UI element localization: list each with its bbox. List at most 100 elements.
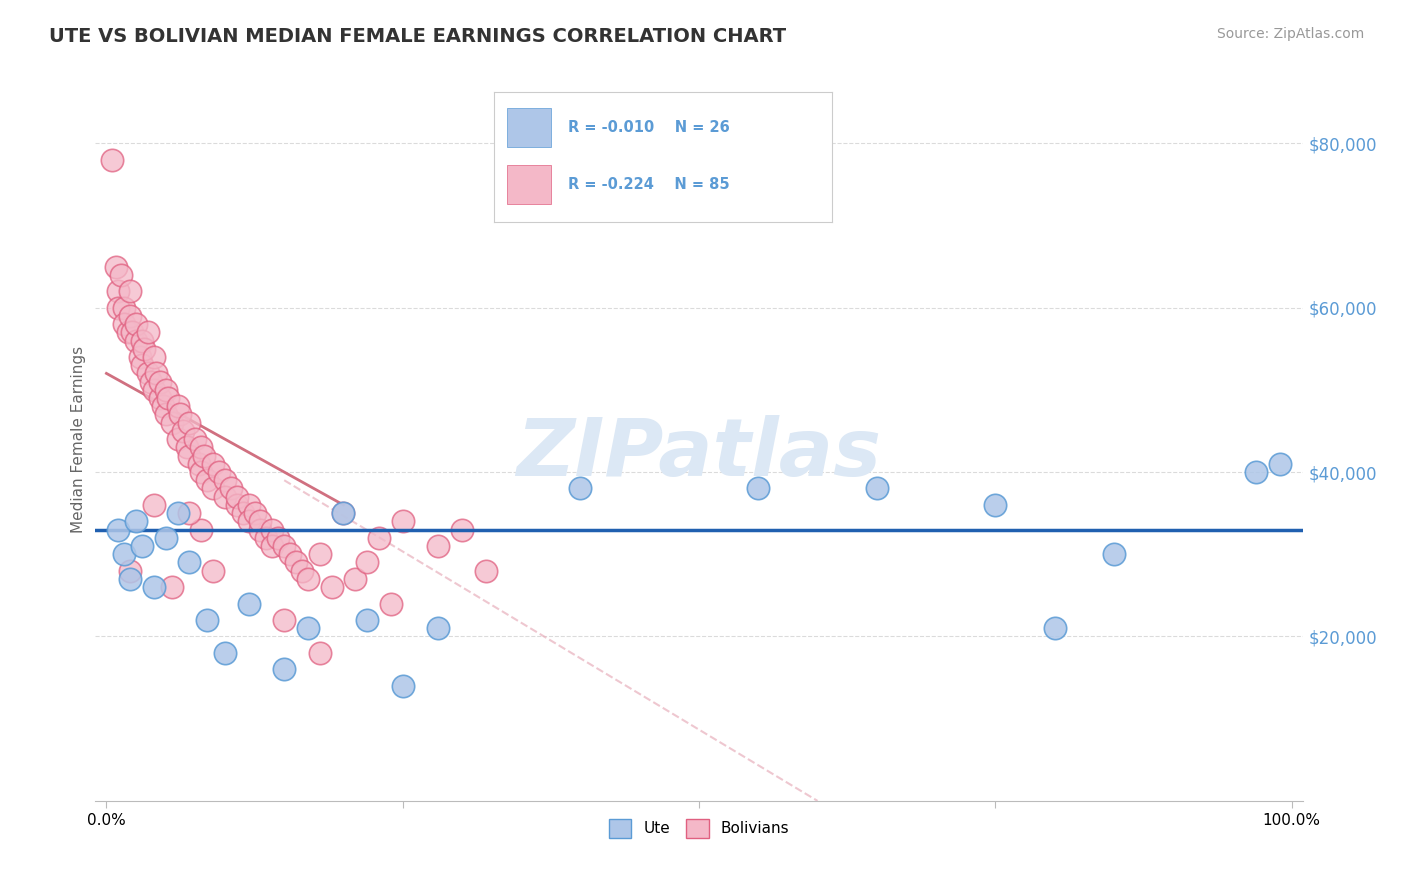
Point	[195, 473, 218, 487]
Point	[112, 317, 135, 331]
Point	[1102, 547, 1125, 561]
Point	[155, 531, 177, 545]
Point	[202, 457, 225, 471]
Point	[166, 432, 188, 446]
Point	[1244, 465, 1267, 479]
Y-axis label: Median Female Earnings: Median Female Earnings	[72, 345, 86, 533]
Point	[427, 621, 450, 635]
Point	[254, 531, 277, 545]
Point	[141, 375, 163, 389]
Point	[308, 547, 330, 561]
Point	[107, 284, 129, 298]
Point	[125, 317, 148, 331]
Point	[160, 416, 183, 430]
Point	[1268, 457, 1291, 471]
Point	[278, 547, 301, 561]
Text: ZIPatlas: ZIPatlas	[516, 415, 882, 492]
Point	[193, 449, 215, 463]
Legend: Ute, Bolivians: Ute, Bolivians	[602, 813, 796, 844]
Point	[128, 350, 150, 364]
Point	[202, 564, 225, 578]
Point	[142, 383, 165, 397]
Point	[187, 457, 209, 471]
Point	[219, 482, 242, 496]
Point	[152, 399, 174, 413]
Point	[107, 523, 129, 537]
Point	[131, 334, 153, 348]
Point	[427, 539, 450, 553]
Point	[176, 441, 198, 455]
Point	[142, 580, 165, 594]
Point	[179, 416, 201, 430]
Point	[149, 391, 172, 405]
Point	[391, 679, 413, 693]
Point	[332, 506, 354, 520]
Point	[356, 613, 378, 627]
Text: Source: ZipAtlas.com: Source: ZipAtlas.com	[1216, 27, 1364, 41]
Point	[157, 391, 180, 405]
Point	[273, 539, 295, 553]
Point	[179, 449, 201, 463]
Point	[214, 646, 236, 660]
Point	[155, 383, 177, 397]
Point	[262, 539, 284, 553]
Point	[120, 309, 142, 323]
Point	[984, 498, 1007, 512]
Point	[107, 301, 129, 315]
Point	[104, 260, 127, 274]
Point	[1043, 621, 1066, 635]
Point	[297, 572, 319, 586]
Point	[273, 613, 295, 627]
Point	[569, 482, 592, 496]
Point	[169, 408, 191, 422]
Point	[238, 514, 260, 528]
Point	[232, 506, 254, 520]
Point	[474, 564, 496, 578]
Point	[380, 597, 402, 611]
Point	[155, 408, 177, 422]
Point	[225, 490, 247, 504]
Point	[160, 580, 183, 594]
Point	[214, 473, 236, 487]
Point	[866, 482, 889, 496]
Point	[249, 514, 271, 528]
Point	[267, 531, 290, 545]
Point	[344, 572, 367, 586]
Point	[190, 441, 212, 455]
Point	[238, 597, 260, 611]
Point	[190, 523, 212, 537]
Point	[134, 342, 156, 356]
Point	[308, 646, 330, 660]
Point	[131, 358, 153, 372]
Point	[368, 531, 391, 545]
Point	[356, 556, 378, 570]
Point	[166, 399, 188, 413]
Point	[179, 556, 201, 570]
Point	[208, 465, 231, 479]
Point	[101, 153, 124, 167]
Point	[112, 547, 135, 561]
Point	[184, 432, 207, 446]
Point	[214, 490, 236, 504]
Point	[225, 498, 247, 512]
Point	[179, 506, 201, 520]
Point	[285, 556, 308, 570]
Point	[273, 662, 295, 676]
Point	[166, 506, 188, 520]
Point	[451, 523, 474, 537]
Point	[297, 621, 319, 635]
Point	[125, 514, 148, 528]
Point	[136, 326, 159, 340]
Point	[172, 424, 194, 438]
Point	[190, 465, 212, 479]
Point	[195, 613, 218, 627]
Point	[131, 539, 153, 553]
Point	[110, 268, 132, 282]
Point	[120, 572, 142, 586]
Point	[291, 564, 314, 578]
Text: UTE VS BOLIVIAN MEDIAN FEMALE EARNINGS CORRELATION CHART: UTE VS BOLIVIAN MEDIAN FEMALE EARNINGS C…	[49, 27, 786, 45]
Point	[321, 580, 343, 594]
Point	[332, 506, 354, 520]
Point	[120, 284, 142, 298]
Point	[262, 523, 284, 537]
